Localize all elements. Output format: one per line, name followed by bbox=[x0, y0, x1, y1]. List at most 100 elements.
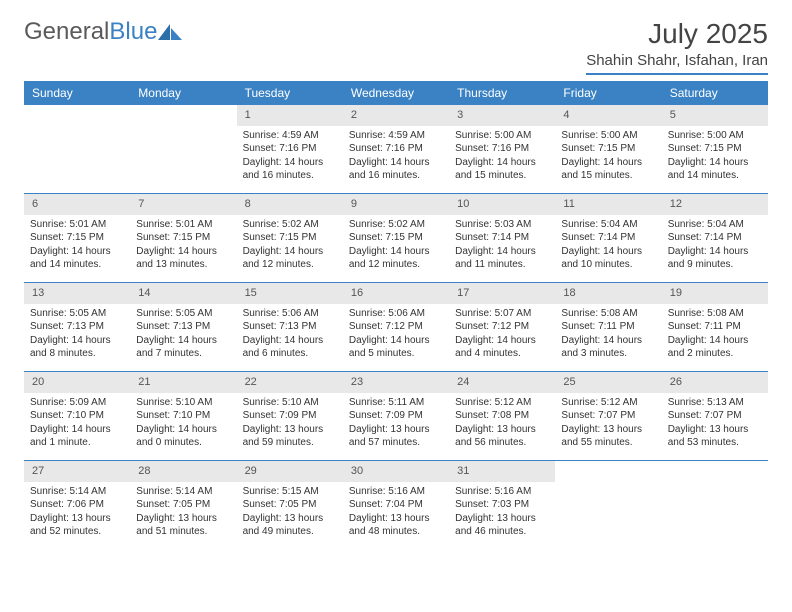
day-number: 6 bbox=[24, 194, 130, 215]
header: GeneralBlue July 2025 Shahin Shahr, Isfa… bbox=[24, 18, 768, 75]
day-number: 4 bbox=[555, 105, 661, 126]
sunrise-text: Sunrise: 5:08 AM bbox=[561, 307, 655, 321]
day-cell: 28Sunrise: 5:14 AMSunset: 7:05 PMDayligh… bbox=[130, 461, 236, 549]
daylight-text: Daylight: 13 hours and 55 minutes. bbox=[561, 423, 655, 450]
day-body: Sunrise: 5:00 AMSunset: 7:15 PMDaylight:… bbox=[662, 126, 768, 189]
week-row: 1Sunrise: 4:59 AMSunset: 7:16 PMDaylight… bbox=[24, 105, 768, 194]
week-row: 13Sunrise: 5:05 AMSunset: 7:13 PMDayligh… bbox=[24, 283, 768, 372]
sunset-text: Sunset: 7:15 PM bbox=[243, 231, 337, 245]
day-body: Sunrise: 5:01 AMSunset: 7:15 PMDaylight:… bbox=[24, 215, 130, 278]
day-number: 12 bbox=[662, 194, 768, 215]
weekday-label: Thursday bbox=[449, 81, 555, 105]
day-cell: 1Sunrise: 4:59 AMSunset: 7:16 PMDaylight… bbox=[237, 105, 343, 193]
day-body: Sunrise: 5:08 AMSunset: 7:11 PMDaylight:… bbox=[555, 304, 661, 367]
day-number: 25 bbox=[555, 372, 661, 393]
weekday-label: Wednesday bbox=[343, 81, 449, 105]
day-body: Sunrise: 5:03 AMSunset: 7:14 PMDaylight:… bbox=[449, 215, 555, 278]
daylight-text: Daylight: 14 hours and 14 minutes. bbox=[668, 156, 762, 183]
sunset-text: Sunset: 7:15 PM bbox=[349, 231, 443, 245]
sunrise-text: Sunrise: 5:11 AM bbox=[349, 396, 443, 410]
sunrise-text: Sunrise: 5:04 AM bbox=[668, 218, 762, 232]
day-cell: 6Sunrise: 5:01 AMSunset: 7:15 PMDaylight… bbox=[24, 194, 130, 282]
day-cell: 20Sunrise: 5:09 AMSunset: 7:10 PMDayligh… bbox=[24, 372, 130, 460]
sunrise-text: Sunrise: 5:15 AM bbox=[243, 485, 337, 499]
day-number: 24 bbox=[449, 372, 555, 393]
sunset-text: Sunset: 7:15 PM bbox=[668, 142, 762, 156]
day-cell: 22Sunrise: 5:10 AMSunset: 7:09 PMDayligh… bbox=[237, 372, 343, 460]
sunset-text: Sunset: 7:03 PM bbox=[455, 498, 549, 512]
sunset-text: Sunset: 7:05 PM bbox=[136, 498, 230, 512]
day-body: Sunrise: 4:59 AMSunset: 7:16 PMDaylight:… bbox=[343, 126, 449, 189]
sunset-text: Sunset: 7:11 PM bbox=[668, 320, 762, 334]
sunrise-text: Sunrise: 5:13 AM bbox=[668, 396, 762, 410]
day-cell: 7Sunrise: 5:01 AMSunset: 7:15 PMDaylight… bbox=[130, 194, 236, 282]
day-cell: 23Sunrise: 5:11 AMSunset: 7:09 PMDayligh… bbox=[343, 372, 449, 460]
day-number: 16 bbox=[343, 283, 449, 304]
sunrise-text: Sunrise: 5:01 AM bbox=[30, 218, 124, 232]
daylight-text: Daylight: 14 hours and 7 minutes. bbox=[136, 334, 230, 361]
day-cell: 21Sunrise: 5:10 AMSunset: 7:10 PMDayligh… bbox=[130, 372, 236, 460]
day-cell: 16Sunrise: 5:06 AMSunset: 7:12 PMDayligh… bbox=[343, 283, 449, 371]
sunrise-text: Sunrise: 5:07 AM bbox=[455, 307, 549, 321]
day-cell: 3Sunrise: 5:00 AMSunset: 7:16 PMDaylight… bbox=[449, 105, 555, 193]
day-number: 28 bbox=[130, 461, 236, 482]
daylight-text: Daylight: 14 hours and 13 minutes. bbox=[136, 245, 230, 272]
day-cell: 9Sunrise: 5:02 AMSunset: 7:15 PMDaylight… bbox=[343, 194, 449, 282]
day-body: Sunrise: 5:01 AMSunset: 7:15 PMDaylight:… bbox=[130, 215, 236, 278]
daylight-text: Daylight: 14 hours and 16 minutes. bbox=[349, 156, 443, 183]
sunrise-text: Sunrise: 5:14 AM bbox=[30, 485, 124, 499]
weekday-label: Tuesday bbox=[237, 81, 343, 105]
day-body: Sunrise: 5:16 AMSunset: 7:04 PMDaylight:… bbox=[343, 482, 449, 545]
daylight-text: Daylight: 14 hours and 2 minutes. bbox=[668, 334, 762, 361]
sunrise-text: Sunrise: 5:06 AM bbox=[349, 307, 443, 321]
sunrise-text: Sunrise: 4:59 AM bbox=[243, 129, 337, 143]
sunset-text: Sunset: 7:16 PM bbox=[349, 142, 443, 156]
day-cell: 13Sunrise: 5:05 AMSunset: 7:13 PMDayligh… bbox=[24, 283, 130, 371]
daylight-text: Daylight: 14 hours and 5 minutes. bbox=[349, 334, 443, 361]
day-cell: 27Sunrise: 5:14 AMSunset: 7:06 PMDayligh… bbox=[24, 461, 130, 549]
daylight-text: Daylight: 14 hours and 8 minutes. bbox=[30, 334, 124, 361]
day-body: Sunrise: 5:02 AMSunset: 7:15 PMDaylight:… bbox=[237, 215, 343, 278]
sunrise-text: Sunrise: 5:16 AM bbox=[349, 485, 443, 499]
day-number: 10 bbox=[449, 194, 555, 215]
day-cell: 5Sunrise: 5:00 AMSunset: 7:15 PMDaylight… bbox=[662, 105, 768, 193]
sunset-text: Sunset: 7:15 PM bbox=[561, 142, 655, 156]
sunset-text: Sunset: 7:14 PM bbox=[561, 231, 655, 245]
daylight-text: Daylight: 14 hours and 15 minutes. bbox=[561, 156, 655, 183]
weeks-grid: 1Sunrise: 4:59 AMSunset: 7:16 PMDaylight… bbox=[24, 105, 768, 549]
daylight-text: Daylight: 13 hours and 52 minutes. bbox=[30, 512, 124, 539]
month-title: July 2025 bbox=[586, 18, 768, 50]
day-number: 18 bbox=[555, 283, 661, 304]
sunset-text: Sunset: 7:13 PM bbox=[30, 320, 124, 334]
day-cell bbox=[130, 105, 236, 193]
sunset-text: Sunset: 7:14 PM bbox=[668, 231, 762, 245]
daylight-text: Daylight: 13 hours and 51 minutes. bbox=[136, 512, 230, 539]
daylight-text: Daylight: 14 hours and 3 minutes. bbox=[561, 334, 655, 361]
day-number: 1 bbox=[237, 105, 343, 126]
sunrise-text: Sunrise: 5:09 AM bbox=[30, 396, 124, 410]
daylight-text: Daylight: 13 hours and 56 minutes. bbox=[455, 423, 549, 450]
day-number: 23 bbox=[343, 372, 449, 393]
sunset-text: Sunset: 7:14 PM bbox=[455, 231, 549, 245]
day-cell: 25Sunrise: 5:12 AMSunset: 7:07 PMDayligh… bbox=[555, 372, 661, 460]
day-body: Sunrise: 5:09 AMSunset: 7:10 PMDaylight:… bbox=[24, 393, 130, 456]
daylight-text: Daylight: 14 hours and 1 minute. bbox=[30, 423, 124, 450]
day-number: 22 bbox=[237, 372, 343, 393]
sunrise-text: Sunrise: 5:04 AM bbox=[561, 218, 655, 232]
sunset-text: Sunset: 7:16 PM bbox=[243, 142, 337, 156]
day-body: Sunrise: 5:14 AMSunset: 7:06 PMDaylight:… bbox=[24, 482, 130, 545]
sunrise-text: Sunrise: 5:06 AM bbox=[243, 307, 337, 321]
day-number: 17 bbox=[449, 283, 555, 304]
logo-word-1: General bbox=[24, 18, 109, 45]
daylight-text: Daylight: 14 hours and 6 minutes. bbox=[243, 334, 337, 361]
day-body: Sunrise: 5:00 AMSunset: 7:16 PMDaylight:… bbox=[449, 126, 555, 189]
location: Shahin Shahr, Isfahan, Iran bbox=[586, 52, 768, 75]
day-body: Sunrise: 5:05 AMSunset: 7:13 PMDaylight:… bbox=[24, 304, 130, 367]
daylight-text: Daylight: 14 hours and 11 minutes. bbox=[455, 245, 549, 272]
sunrise-text: Sunrise: 5:08 AM bbox=[668, 307, 762, 321]
daylight-text: Daylight: 14 hours and 9 minutes. bbox=[668, 245, 762, 272]
day-cell: 12 Sunrise: 5:04 AMSunset: 7:14 PMDayligh… bbox=[662, 194, 768, 282]
daylight-text: Daylight: 14 hours and 10 minutes. bbox=[561, 245, 655, 272]
day-cell: 18Sunrise: 5:08 AMSunset: 7:11 PMDayligh… bbox=[555, 283, 661, 371]
daylight-text: Daylight: 14 hours and 12 minutes. bbox=[349, 245, 443, 272]
